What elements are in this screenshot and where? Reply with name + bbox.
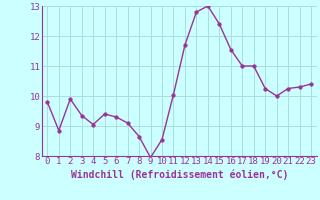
X-axis label: Windchill (Refroidissement éolien,°C): Windchill (Refroidissement éolien,°C) xyxy=(70,169,288,180)
